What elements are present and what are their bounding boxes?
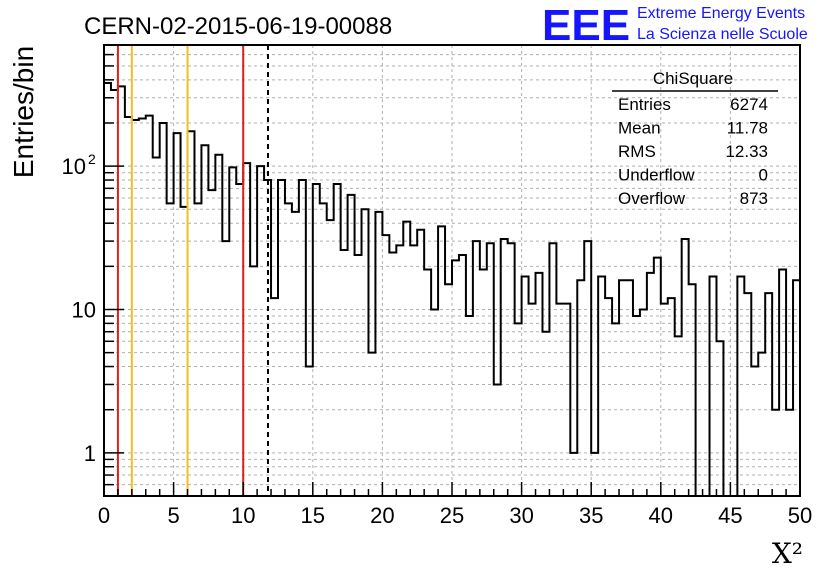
stats-label: Underflow bbox=[618, 166, 695, 185]
x-tick-label: 15 bbox=[301, 503, 325, 528]
eee-logo-mark: EEE bbox=[542, 1, 630, 50]
stats-label: RMS bbox=[618, 142, 656, 161]
axis-ticks bbox=[103, 53, 801, 496]
y-axis-label: Entries/bin bbox=[8, 46, 39, 178]
x-tick-label: 0 bbox=[98, 503, 110, 528]
stats-value: 6274 bbox=[730, 95, 768, 114]
y-tick-label: 1 bbox=[84, 441, 96, 466]
stats-value: 873 bbox=[740, 189, 768, 208]
stats-value: 12.33 bbox=[725, 142, 768, 161]
eee-logo: EEE Extreme Energy Events La Scienza nel… bbox=[542, 1, 808, 50]
x-tick-label: 25 bbox=[440, 503, 464, 528]
x-tick-label: 20 bbox=[370, 503, 394, 528]
eee-logo-line1: Extreme Energy Events bbox=[637, 5, 805, 22]
histogram-step-line bbox=[103, 82, 801, 497]
eee-logo-line2: La Scienza nelle Scuole bbox=[637, 26, 808, 43]
x-tick-label: 5 bbox=[167, 503, 179, 528]
stats-label: Entries bbox=[618, 95, 671, 114]
stats-value: 11.78 bbox=[727, 119, 768, 138]
x-tick-label: 30 bbox=[509, 503, 533, 528]
x-tick-label: 40 bbox=[649, 503, 673, 528]
reference-lines bbox=[116, 45, 269, 496]
stats-label: Overflow bbox=[618, 189, 686, 208]
x-axis-label: X² bbox=[772, 537, 803, 570]
stats-title: ChiSquare bbox=[653, 69, 733, 88]
y-tick-label: 10 bbox=[62, 154, 86, 179]
y-tick-label-exponent: 2 bbox=[88, 151, 96, 167]
x-tick-label: 50 bbox=[788, 503, 812, 528]
x-tick-label: 35 bbox=[579, 503, 603, 528]
x-tick-label: 10 bbox=[231, 503, 255, 528]
stats-label: Mean bbox=[618, 119, 661, 138]
grid-lines bbox=[104, 45, 800, 496]
stats-box: ChiSquare Entries 6274 Mean 11.78 RMS 12.33 Un… bbox=[612, 69, 778, 208]
stats-value: 0 bbox=[759, 166, 768, 185]
stats-rows: Entries 6274 Mean 11.78 RMS 12.33 Underflow 0 Ov… bbox=[618, 95, 768, 208]
x-tick-labels: 0 5 10 15 20 25 30 35 40 45 50 bbox=[98, 503, 812, 528]
x-tick-label: 45 bbox=[718, 503, 742, 528]
chart-title: CERN-02-2015-06-19-00088 bbox=[84, 13, 392, 40]
y-tick-label: 10 bbox=[72, 297, 96, 322]
